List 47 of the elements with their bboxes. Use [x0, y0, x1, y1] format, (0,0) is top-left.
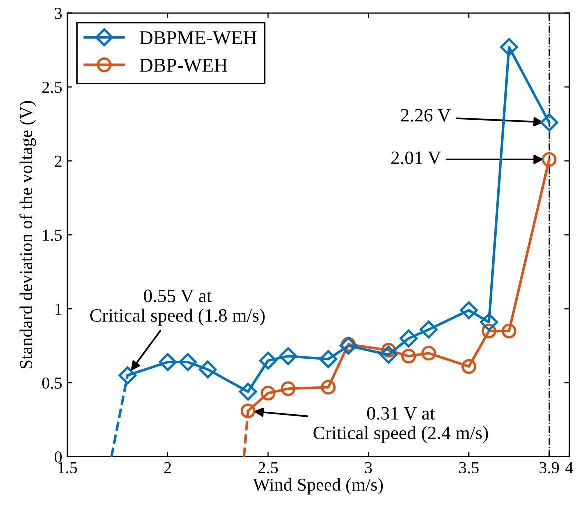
point [462, 359, 476, 374]
point [380, 346, 398, 364]
point [480, 313, 498, 332]
point [320, 350, 338, 368]
point [542, 152, 557, 168]
y-tick-label: 0 [54, 452, 62, 463]
y-tick-label: 0.5 [42, 378, 62, 390]
x-tick-label: 2 [164, 462, 172, 474]
x-tick-label: 3 [365, 462, 372, 474]
point [540, 114, 558, 132]
x-tick-label: 3.9 [540, 462, 560, 474]
point [239, 382, 258, 401]
point [402, 349, 416, 364]
point [179, 353, 197, 372]
x-axis-title: Wind Speed (m/s) [253, 478, 384, 495]
annotation: 2.01 V [392, 152, 442, 164]
y-tick-label: 3 [55, 8, 62, 20]
point [460, 302, 478, 320]
point [500, 38, 518, 56]
point [118, 366, 137, 385]
point [259, 352, 278, 370]
point [482, 324, 497, 339]
y-tick-label: 1 [56, 304, 62, 315]
y-tick-label: 2 [55, 156, 62, 167]
point [281, 382, 296, 396]
x-tick-label: 2.5 [258, 462, 278, 474]
point [422, 346, 436, 361]
point [240, 404, 256, 418]
point [260, 386, 276, 401]
y-tick-label: 2.5 [42, 82, 62, 94]
legend-label: DBP-WEH [140, 59, 228, 72]
y-axis-title: Standard deviation of the voltage (V) [20, 101, 36, 369]
point [340, 337, 358, 355]
x-tick-label: 4 [566, 462, 574, 474]
annotation: 2.26 V [401, 109, 451, 122]
point [158, 353, 177, 372]
y-tick-label: 1.5 [43, 230, 62, 242]
annotation: 0.31 V at Critical speed (2.4 m/s) [314, 407, 488, 444]
point [502, 324, 517, 339]
point [279, 347, 298, 366]
x-tick-label: 3.5 [459, 462, 479, 474]
point [199, 360, 218, 379]
point [321, 380, 336, 395]
legend-label: DBPME-WEH [140, 32, 257, 45]
point [400, 330, 418, 348]
point [420, 320, 438, 339]
annotation: 0.55 V at Critical speed (1.8 m/s) [90, 290, 265, 326]
